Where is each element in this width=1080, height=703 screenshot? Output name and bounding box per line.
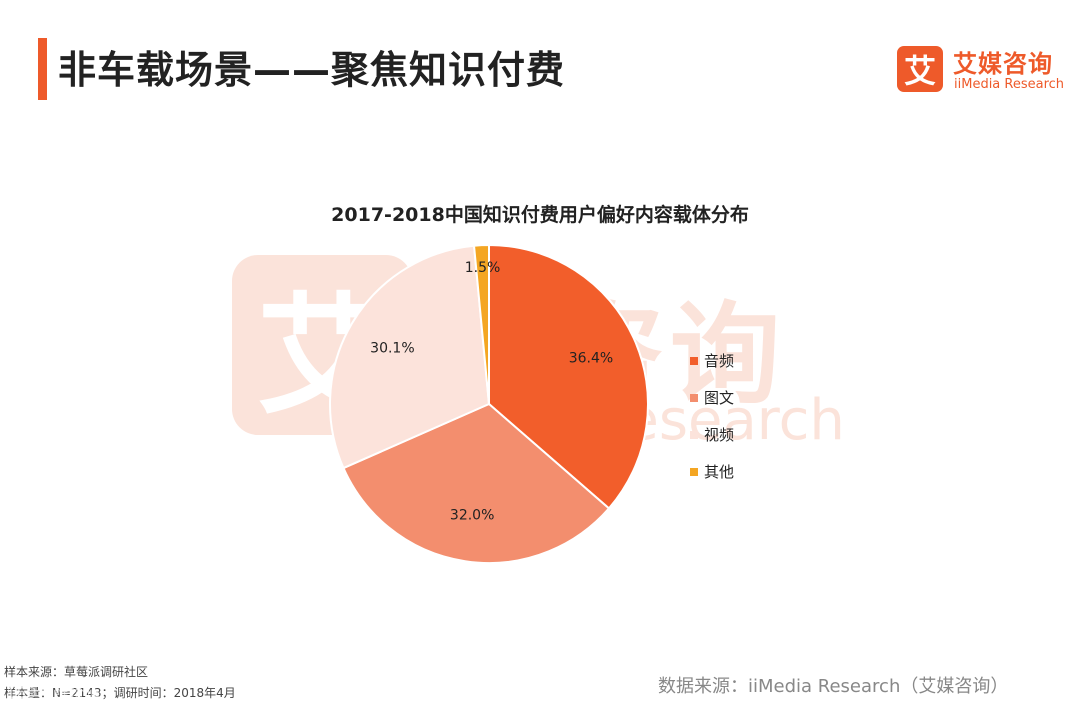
chart-title: 2017-2018中国知识付费用户偏好内容载体分布 xyxy=(331,204,749,226)
pie-slice-video xyxy=(329,244,491,470)
legend-label: 其他 xyxy=(704,463,735,481)
legend-item-image-text: 图文 xyxy=(690,379,734,416)
chart-legend: 音频 图文 视频 其他 xyxy=(690,342,734,490)
data-label-image-text: 32.0% xyxy=(450,508,494,524)
legend-swatch xyxy=(690,430,698,439)
legend-label: 图文 xyxy=(704,389,735,407)
legend-item-audio: 音频 xyxy=(690,342,734,379)
sample-size-note: 样本量：N=2143；调研时间：2018年4月 xyxy=(4,686,236,700)
legend-label: 视频 xyxy=(704,426,735,444)
data-label-video: 30.1% xyxy=(370,340,414,356)
data-source-note: 数据来源：iiMedia Research（艾媒咨询） xyxy=(658,676,1009,697)
logo-name-cn: 艾媒咨询 xyxy=(953,50,1053,78)
logo-mark: 艾 xyxy=(897,46,943,92)
legend-item-video: 视频 xyxy=(690,416,734,453)
corner-watermark: 169六维价值 xyxy=(6,684,102,702)
title-accent-bar xyxy=(38,38,47,100)
pie-slice-audio xyxy=(488,243,649,510)
pie-slice-image-text xyxy=(342,402,611,564)
sample-source-note: 样本来源：草莓派调研社区 xyxy=(4,665,149,679)
data-label-other: 1.5% xyxy=(465,260,501,276)
page-title: 非车载场景——聚焦知识付费 xyxy=(58,48,566,92)
legend-swatch xyxy=(690,467,698,476)
data-label-audio: 36.4% xyxy=(569,351,613,367)
legend-label: 音频 xyxy=(704,352,735,370)
iimedia-logo: 艾 艾媒咨询 iiMedia Research xyxy=(897,44,1072,100)
logo-name-en: iiMedia Research xyxy=(954,77,1065,92)
pie-slice-other xyxy=(472,243,490,405)
legend-item-other: 其他 xyxy=(690,453,734,490)
legend-swatch xyxy=(690,393,698,402)
legend-swatch xyxy=(690,356,698,365)
